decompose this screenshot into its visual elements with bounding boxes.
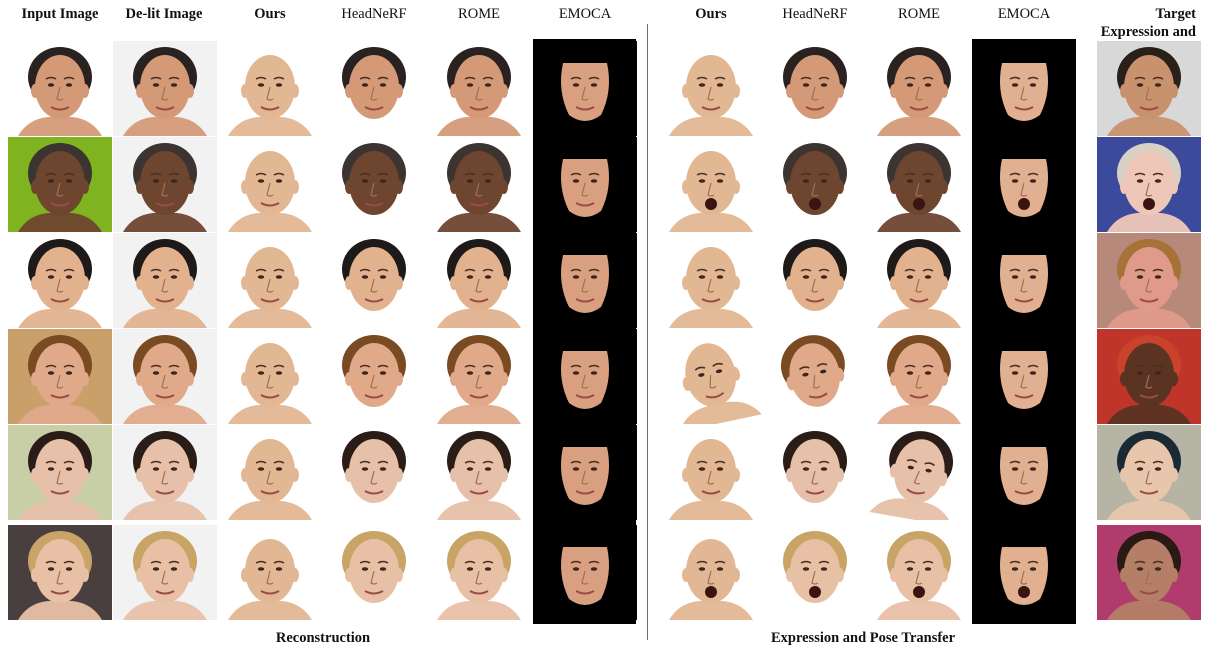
face-emoca-transfer-row-4: [972, 329, 1076, 424]
face-emoca-recon-row-6: [533, 525, 637, 620]
face-rome-transfer-row-5: [867, 425, 971, 520]
header-headnerf-transfer: HeadNeRF: [782, 6, 848, 22]
face-rome-recon-row-6: [427, 525, 531, 620]
face-headnerf-transfer-row-3: [763, 233, 867, 328]
face-headnerf-recon-row-3: [322, 233, 426, 328]
face-headnerf-recon-row-6: [322, 525, 426, 620]
header-emoca-recon: EMOCA: [558, 6, 612, 22]
face-ours-recon-row-2: [218, 137, 322, 232]
section-label-reconstruction: Reconstruction: [275, 630, 371, 646]
face-emoca-transfer-row-5: [972, 425, 1076, 520]
face-target-row-2: [1097, 137, 1201, 232]
face-rome-recon-row-5: [427, 425, 531, 520]
face-input-row-1: [8, 41, 112, 136]
face-ours-transfer-row-5: [659, 425, 763, 520]
face-headnerf-transfer-row-4: [763, 329, 867, 424]
face-delit-row-6: [113, 525, 217, 620]
face-rome-recon-row-3: [427, 233, 531, 328]
face-ours-recon-row-4: [218, 329, 322, 424]
face-rome-transfer-row-6: [867, 525, 971, 620]
face-ours-recon-row-1: [218, 41, 322, 136]
face-input-row-3: [8, 233, 112, 328]
face-emoca-transfer-row-3: [972, 233, 1076, 328]
header-rome-transfer: ROME: [898, 6, 940, 22]
face-ours-recon-row-6: [218, 525, 322, 620]
face-target-row-3: [1097, 233, 1201, 328]
face-target-row-6: [1097, 525, 1201, 620]
face-emoca-recon-row-1: [533, 41, 637, 136]
header-headnerf-recon: HeadNeRF: [341, 6, 407, 22]
face-target-row-1: [1097, 41, 1201, 136]
header-rome-recon: ROME: [458, 6, 500, 22]
face-rome-recon-row-4: [427, 329, 531, 424]
face-delit-row-2: [113, 137, 217, 232]
face-input-row-2: [8, 137, 112, 232]
face-emoca-recon-row-5: [533, 425, 637, 520]
face-rome-recon-row-2: [427, 137, 531, 232]
face-ours-recon-row-3: [218, 233, 322, 328]
header-delit-image: De-lit Image: [125, 6, 203, 22]
face-headnerf-recon-row-4: [322, 329, 426, 424]
section-label-transfer: Expression and Pose Transfer: [770, 630, 956, 646]
face-ours-transfer-row-4: [659, 329, 763, 424]
face-input-row-5: [8, 425, 112, 520]
header-emoca-transfer: EMOCA: [997, 6, 1051, 22]
face-ours-transfer-row-6: [659, 525, 763, 620]
face-ours-transfer-row-1: [659, 41, 763, 136]
face-rome-transfer-row-3: [867, 233, 971, 328]
face-ours-transfer-row-3: [659, 233, 763, 328]
face-headnerf-transfer-row-5: [763, 425, 867, 520]
face-headnerf-transfer-row-2: [763, 137, 867, 232]
face-target-row-5: [1097, 425, 1201, 520]
face-input-row-6: [8, 525, 112, 620]
face-rome-transfer-row-4: [867, 329, 971, 424]
face-delit-row-1: [113, 41, 217, 136]
header-input-image: Input Image: [21, 6, 99, 22]
face-rome-transfer-row-1: [867, 41, 971, 136]
face-headnerf-recon-row-2: [322, 137, 426, 232]
face-delit-row-5: [113, 425, 217, 520]
face-delit-row-3: [113, 233, 217, 328]
section-divider: [647, 24, 648, 640]
face-headnerf-transfer-row-1: [763, 41, 867, 136]
header-ours-recon: Ours: [254, 6, 286, 22]
face-emoca-recon-row-4: [533, 329, 637, 424]
face-ours-transfer-row-2: [659, 137, 763, 232]
header-ours-transfer: Ours: [695, 6, 727, 22]
face-headnerf-recon-row-5: [322, 425, 426, 520]
face-target-row-4: [1097, 329, 1201, 424]
face-ours-recon-row-5: [218, 425, 322, 520]
face-delit-row-4: [113, 329, 217, 424]
face-emoca-recon-row-3: [533, 233, 637, 328]
face-emoca-transfer-row-2: [972, 137, 1076, 232]
face-input-row-4: [8, 329, 112, 424]
face-rome-recon-row-1: [427, 41, 531, 136]
face-emoca-transfer-row-1: [972, 41, 1076, 136]
face-headnerf-transfer-row-6: [763, 525, 867, 620]
face-headnerf-recon-row-1: [322, 41, 426, 136]
face-rome-transfer-row-2: [867, 137, 971, 232]
face-emoca-recon-row-2: [533, 137, 637, 232]
face-emoca-transfer-row-6: [972, 525, 1076, 620]
